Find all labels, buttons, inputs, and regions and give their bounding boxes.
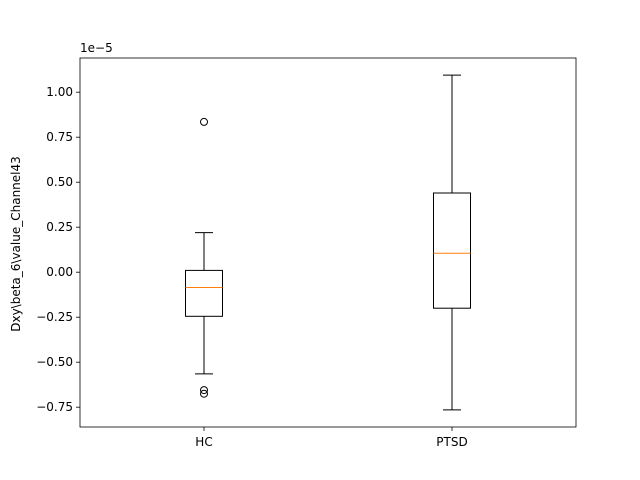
y-tick-label: 0.00 — [46, 265, 73, 279]
plot-frame — [79, 57, 577, 428]
outlier-point — [200, 117, 208, 126]
y-tick-label: 0.50 — [46, 175, 73, 189]
y-tick-label: 0.75 — [46, 130, 73, 144]
y-axis-label: Dxy\beta_6\value_Channel43 — [9, 156, 23, 332]
x-tick-label: PTSD — [436, 435, 467, 449]
y-tick-label: −0.50 — [36, 355, 73, 369]
plot-layer: −0.75 −0.50 −0.25 0.00 0.25 0.50 0.75 1.00 HC PTS… — [36, 57, 577, 449]
y-tick-label: 1.00 — [46, 85, 73, 99]
outlier-point — [200, 389, 208, 398]
y-scale-multiplier: 1e−5 — [80, 41, 113, 55]
y-tick-label: 0.25 — [46, 220, 73, 234]
y-tick-label: −0.75 — [36, 400, 73, 414]
box-iqr — [185, 269, 223, 317]
y-tick-label: −0.25 — [36, 310, 73, 324]
box-iqr — [433, 192, 471, 309]
outlier-point — [200, 386, 208, 395]
x-tick-label: HC — [195, 435, 212, 449]
